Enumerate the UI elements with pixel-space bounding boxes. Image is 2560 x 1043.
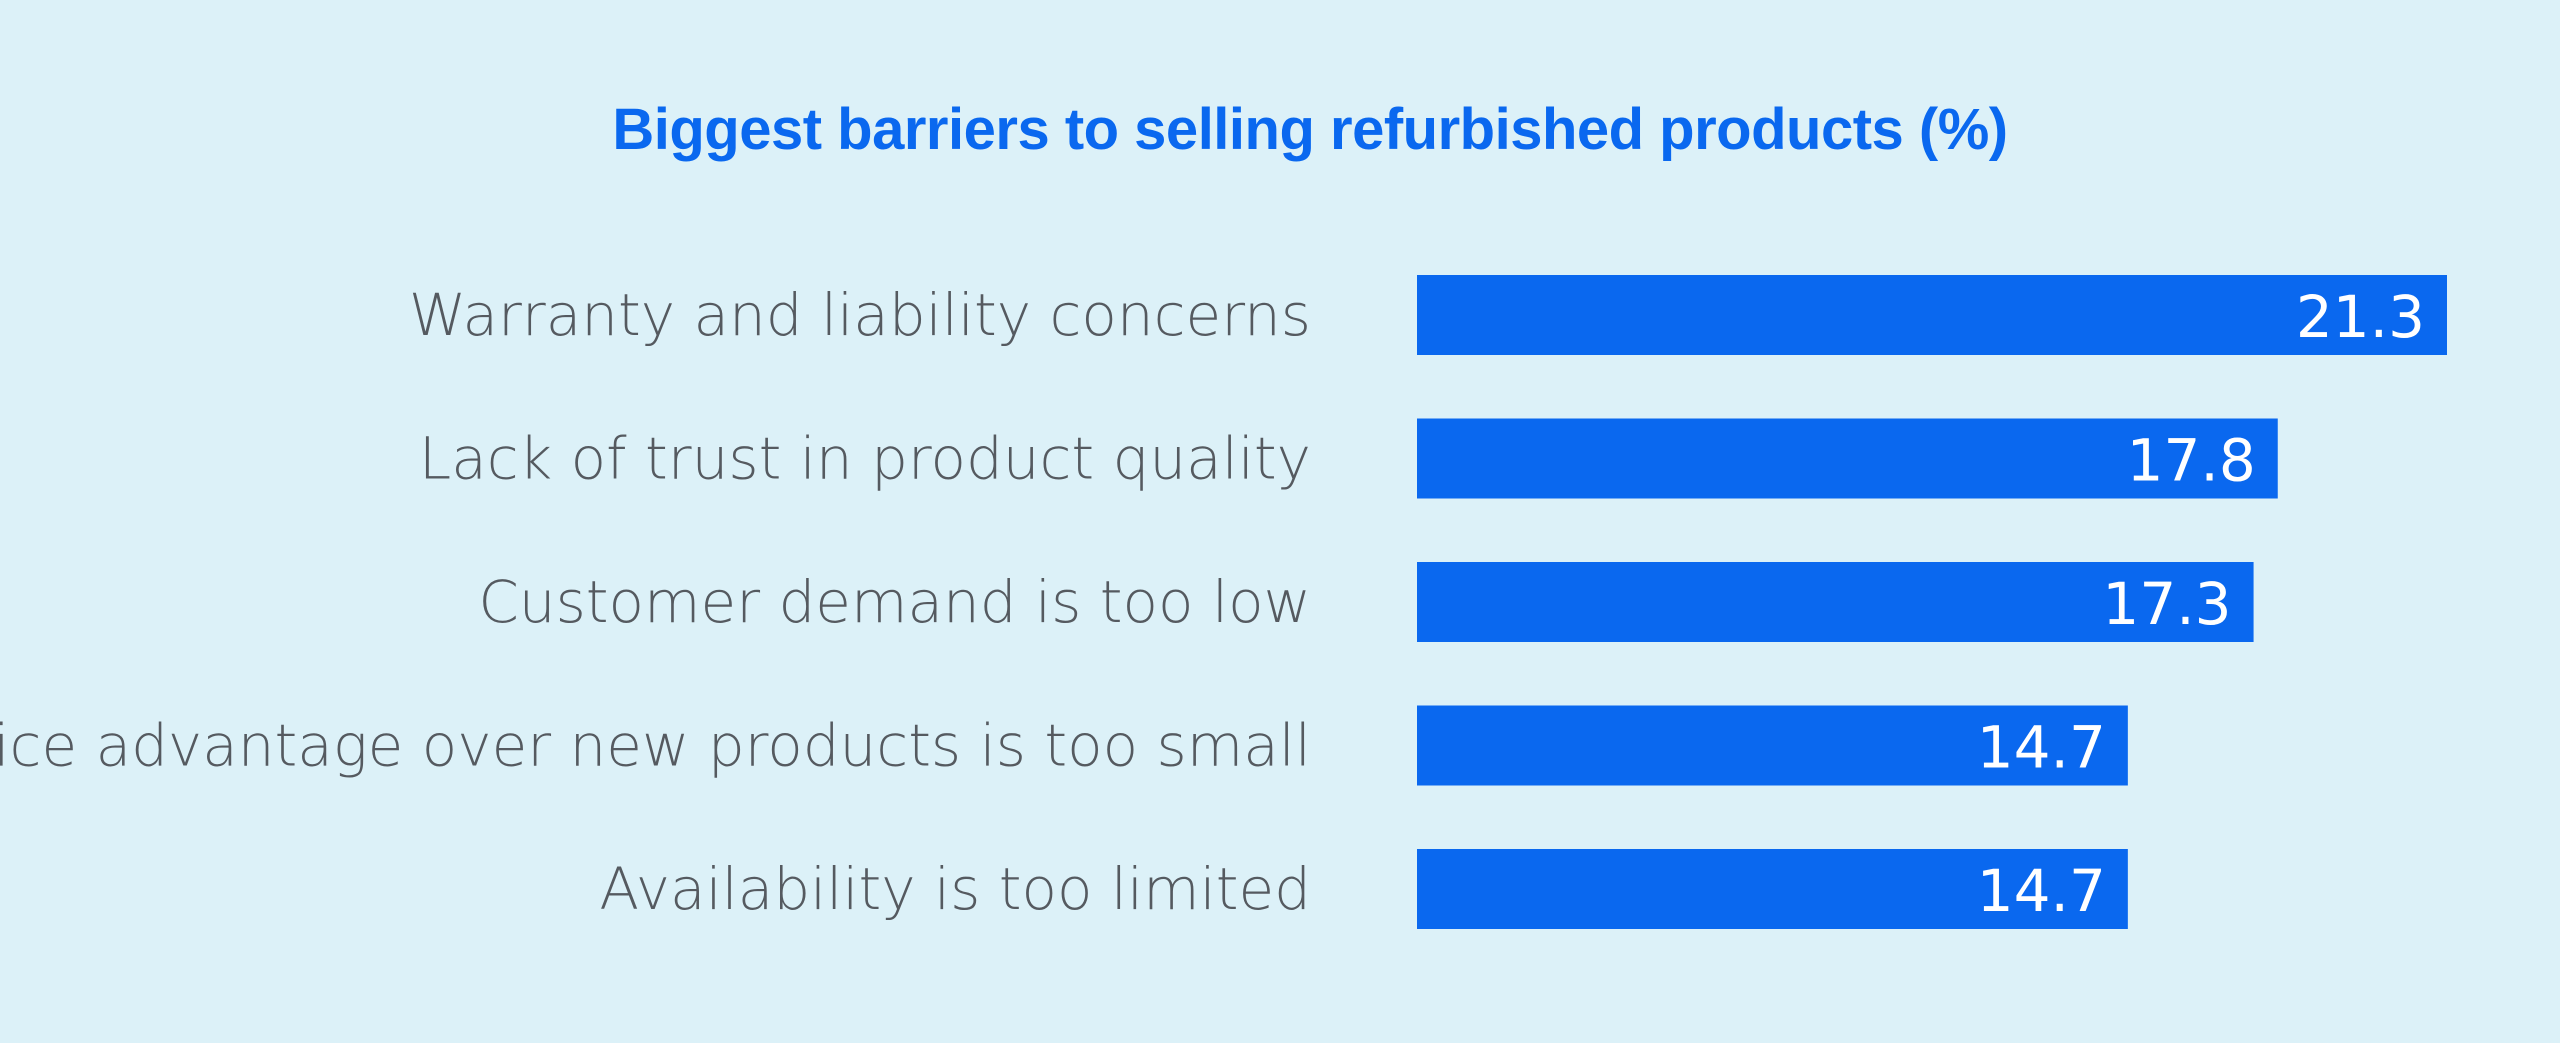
- bar-lack-of-trust-in-product-quality: [1417, 418, 2278, 499]
- bar-customer-demand-is-too-low: [1417, 562, 2254, 642]
- chart-title: Biggest barriers to selling refurbished …: [612, 97, 2008, 162]
- value-label-price-advantage-over-new-products-is-too-small: 14.7: [1977, 714, 2106, 782]
- category-label-customer-demand-is-too-low: Customer demand is too low: [478, 568, 1311, 636]
- category-label-lack-of-trust-in-product-quality: Lack of trust in product quality: [419, 425, 1311, 493]
- category-label-warranty-and-liability-concerns: Warranty and liability concerns: [409, 281, 1311, 349]
- value-label-warranty-and-liability-concerns: 21.3: [2296, 283, 2425, 351]
- bar-price-advantage-over-new-products-is-too-small: [1417, 705, 2128, 786]
- bar-availability-is-too-limited: [1417, 849, 2128, 929]
- value-label-lack-of-trust-in-product-quality: 17.8: [2127, 427, 2256, 495]
- bar-warranty-and-liability-concerns: [1417, 275, 2447, 355]
- value-label-availability-is-too-limited: 14.7: [1977, 857, 2106, 925]
- category-label-availability-is-too-limited: Availability is too limited: [599, 855, 1311, 923]
- category-label-price-advantage-over-new-products-is-too-small: Price advantage over new products is too…: [0, 712, 1311, 780]
- value-label-customer-demand-is-too-low: 17.3: [2102, 570, 2231, 638]
